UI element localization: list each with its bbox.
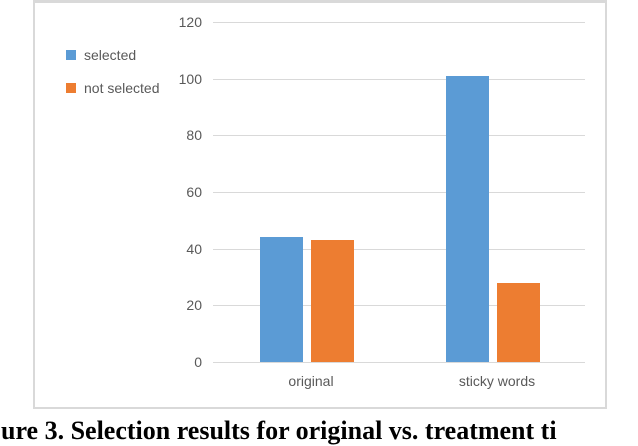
gridline (213, 79, 585, 80)
category-label-original: original (288, 373, 334, 389)
figure-caption: ure 3. Selection results for original vs… (1, 416, 557, 445)
y-axis-tick-labels: 0 20 40 60 80 100 120 (35, 14, 202, 370)
y-tick-label: 40 (186, 240, 202, 257)
bar-not-selected-sticky-words (497, 283, 540, 362)
legend-swatch-icon (66, 50, 76, 60)
bar-selected-original (260, 237, 303, 362)
gridline (213, 192, 585, 193)
legend-item-selected: selected (66, 47, 160, 63)
gridline (213, 305, 585, 306)
y-tick-label: 60 (186, 184, 202, 200)
gridline (213, 249, 585, 250)
y-tick-label: 120 (178, 14, 202, 30)
chart-legend: selected not selected (66, 47, 160, 113)
y-tick-label: 0 (194, 354, 202, 370)
bar-selected-sticky-words (446, 76, 489, 362)
legend-label: not selected (84, 80, 160, 96)
plot-area (213, 22, 585, 363)
x-axis-category-labels: original sticky words (213, 373, 585, 393)
legend-swatch-icon (66, 83, 76, 93)
y-tick-label: 80 (186, 127, 202, 144)
gridline (213, 362, 585, 363)
chart-frame: selected not selected 0 20 40 60 80 100 120 ori… (33, 0, 607, 409)
y-tick-label: 100 (178, 70, 202, 87)
gridline (213, 22, 585, 23)
category-label-sticky-words: sticky words (458, 373, 536, 389)
legend-label: selected (84, 47, 137, 63)
bar-not-selected-original (311, 240, 354, 362)
legend-item-not-selected: not selected (66, 80, 160, 96)
y-tick-label: 20 (186, 297, 202, 314)
gridline (213, 135, 585, 136)
